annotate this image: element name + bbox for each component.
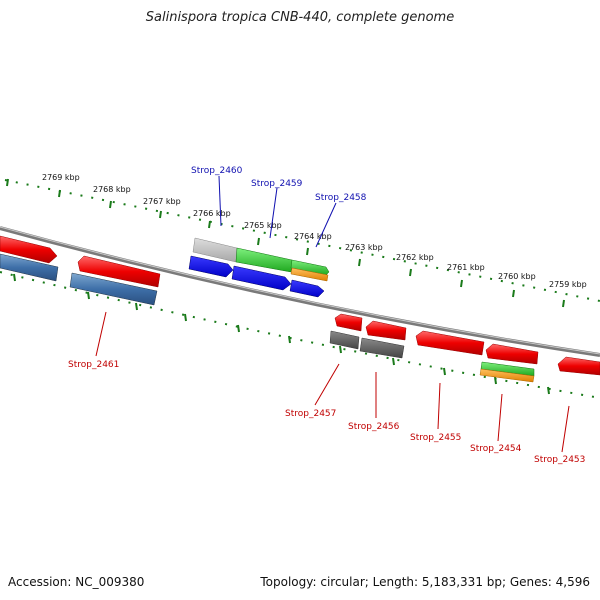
gene-arrow-blue[interactable] <box>231 265 292 291</box>
gene-label-strop-2457[interactable]: Strop_2457 <box>285 409 336 419</box>
lower-strand-genes <box>329 313 600 383</box>
gene-arrow-red[interactable] <box>415 330 485 356</box>
gene-arrow-steel[interactable] <box>0 253 59 282</box>
kbp-labels: 2769 kbp 2768 kbp 2767 kbp 2766 kbp 2765… <box>42 173 587 289</box>
kbp-label: 2765 kbp <box>244 221 282 230</box>
gene-arrow-red[interactable] <box>557 356 600 376</box>
kbp-label: 2767 kbp <box>143 197 181 206</box>
gene-label-strop-2455[interactable]: Strop_2455 <box>410 433 461 443</box>
gene-block-orange[interactable] <box>290 267 329 282</box>
kbp-label: 2759 kbp <box>549 280 587 289</box>
gene-label-strop-2461[interactable]: Strop_2461 <box>68 360 119 370</box>
gene-label-strop-2454[interactable]: Strop_2454 <box>470 444 522 454</box>
gene-arrow-blue[interactable] <box>188 255 234 278</box>
kbp-label: 2760 kbp <box>498 272 536 281</box>
kbp-label: 2768 kbp <box>93 185 131 194</box>
gene-arrow-red[interactable] <box>485 343 539 365</box>
genome-backbone <box>0 226 600 357</box>
gene-block-orange[interactable] <box>479 368 535 383</box>
genome-backbone-highlight <box>0 226 600 355</box>
upper-major-ticks <box>6 178 565 308</box>
lower-major-ticks <box>13 273 550 395</box>
gene-label-strop-2459[interactable]: Strop_2459 <box>251 179 303 189</box>
upper-gene-labels: Strop_2460 Strop_2459 Strop_2458 <box>191 166 367 248</box>
gene-label-strop-2456[interactable]: Strop_2456 <box>348 422 400 432</box>
gene-label-strop-2458[interactable]: Strop_2458 <box>315 193 367 203</box>
gene-arrow-green[interactable] <box>290 259 330 276</box>
gene-block-dark[interactable] <box>359 337 405 359</box>
kbp-label: 2762 kbp <box>396 253 434 262</box>
gene-label-strop-2460[interactable]: Strop_2460 <box>191 166 243 176</box>
gene-arrow-blue[interactable] <box>289 279 325 298</box>
kbp-label: 2763 kbp <box>345 243 383 252</box>
gene-arrow-red[interactable] <box>77 255 161 288</box>
gene-arrow-red[interactable] <box>365 320 407 341</box>
accession-text: Accession: NC_009380 <box>8 575 145 589</box>
gene-arrow-steel[interactable] <box>69 272 158 306</box>
genome-summary-text: Topology: circular; Length: 5,183,331 bp… <box>260 575 590 589</box>
kbp-label: 2769 kbp <box>42 173 80 182</box>
map-title: Salinispora tropica CNB-440, complete ge… <box>145 10 455 25</box>
gene-arrow-red[interactable] <box>0 235 58 264</box>
gene-label-strop-2453[interactable]: Strop_2453 <box>534 455 585 465</box>
lower-gene-labels: Strop_2461 Strop_2457 Strop_2456 Strop_2… <box>68 311 585 465</box>
kbp-label: 2764 kbp <box>294 232 332 241</box>
upper-strand-genes <box>0 235 330 306</box>
gene-block-dark[interactable] <box>329 330 360 350</box>
gene-block-green[interactable] <box>235 247 293 273</box>
gene-arrow-red[interactable] <box>334 313 363 332</box>
kbp-label: 2766 kbp <box>193 209 231 218</box>
kbp-label: 2761 kbp <box>447 263 485 272</box>
